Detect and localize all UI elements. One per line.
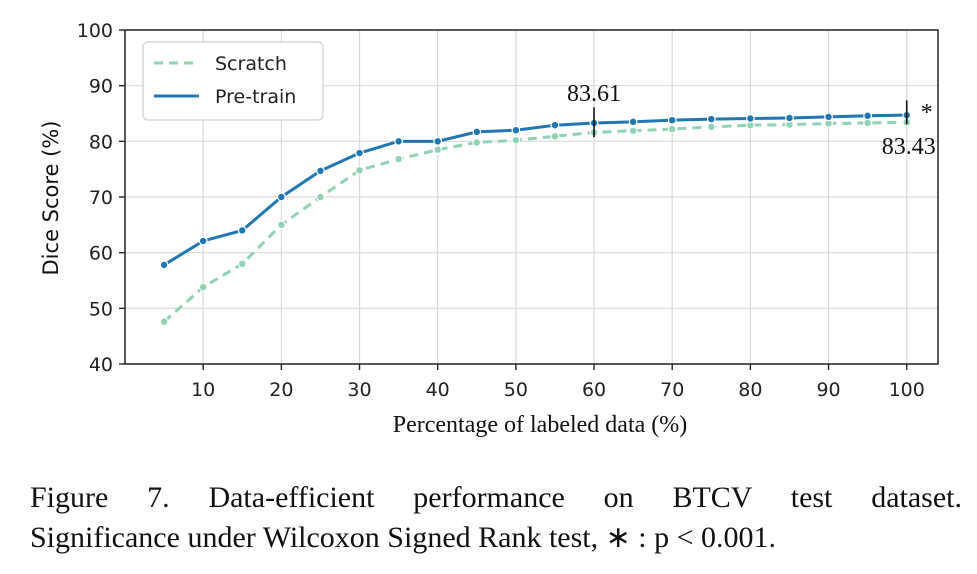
data-point-scratch — [394, 154, 404, 164]
data-point-pre-train — [237, 225, 247, 235]
data-point-scratch — [316, 192, 325, 202]
data-point-scratch — [628, 126, 638, 136]
series-line-scratch — [163, 120, 907, 323]
legend-label-scratch: Scratch — [215, 53, 287, 75]
data-point-scratch — [667, 124, 677, 134]
x-tick-label: 90 — [816, 379, 840, 401]
x-tick-label: 60 — [582, 379, 606, 401]
annotation-label: 83.43 — [882, 134, 936, 160]
data-point-scratch — [198, 282, 208, 292]
x-tick-label: 100 — [889, 379, 925, 401]
data-point-scratch — [550, 131, 560, 141]
x-tick-label: 10 — [191, 379, 215, 401]
data-point-pre-train — [667, 115, 677, 125]
data-point-scratch — [159, 317, 169, 327]
chart: 10 20 30 40 50 60 70 80 90 100 40 50 60 70 80 90 100 83.… — [39, 20, 939, 438]
y-tick-label: 40 — [89, 354, 113, 376]
data-point-scratch — [472, 138, 482, 147]
x-tick-label: 40 — [426, 379, 450, 401]
data-point-pre-train — [706, 114, 716, 124]
data-point-pre-train — [433, 136, 443, 146]
data-point-pre-train — [824, 112, 833, 122]
x-axis-label: Percentage of labeled data (%) — [393, 412, 688, 438]
data-point-pre-train — [394, 136, 404, 146]
x-tick-label: 30 — [347, 379, 371, 401]
data-point-scratch — [237, 259, 247, 269]
y-tick-label: 60 — [89, 243, 113, 265]
annotation-label: 83.61 — [567, 81, 621, 107]
data-point-pre-train — [159, 260, 169, 270]
y-axis-label: Dice Score (%) — [39, 121, 63, 276]
series-layer — [159, 110, 912, 327]
data-point-pre-train — [863, 111, 873, 121]
data-point-pre-train — [785, 113, 794, 123]
x-tick-label: 20 — [269, 379, 293, 401]
data-point-scratch — [355, 165, 364, 175]
series-line-pre-train — [163, 113, 907, 267]
y-tick-label: 90 — [89, 76, 113, 98]
x-tick-label: 80 — [738, 379, 762, 401]
data-point-pre-train — [316, 166, 325, 176]
axis-ticks: 10 20 30 40 50 60 70 80 90 100 40 50 60 70 80 90 100 — [77, 20, 925, 401]
data-point-pre-train — [472, 127, 482, 137]
data-point-pre-train — [745, 114, 755, 123]
y-tick-label: 50 — [89, 298, 113, 320]
caption-line-2: Significance under Wilcoxon Signed Rank … — [30, 521, 777, 554]
annotation-layer: 83.61 83.43 * — [567, 81, 936, 160]
y-tick-label: 100 — [77, 20, 113, 42]
significance-marker: * — [921, 100, 933, 126]
caption-line-1: Figure 7. Data-efficient performance on … — [30, 481, 962, 514]
y-tick-label: 70 — [89, 187, 113, 209]
x-tick-label: 50 — [504, 379, 528, 401]
y-tick-label: 80 — [89, 131, 113, 153]
legend: Scratch Pre-train — [142, 41, 324, 121]
data-point-scratch — [511, 135, 521, 145]
data-point-pre-train — [550, 120, 560, 130]
x-tick-label: 70 — [660, 379, 684, 401]
data-point-scratch — [276, 220, 286, 230]
data-point-scratch — [863, 118, 873, 128]
data-point-pre-train — [355, 148, 364, 158]
data-point-pre-train — [628, 117, 638, 127]
data-point-pre-train — [511, 125, 521, 135]
data-point-pre-train — [198, 236, 208, 246]
data-point-scratch — [706, 122, 716, 132]
data-point-scratch — [433, 145, 443, 155]
figure-caption: Figure 7. Data-efficient performance on … — [30, 478, 962, 558]
legend-label-pre-train: Pre-train — [215, 86, 296, 108]
data-point-pre-train — [276, 192, 286, 202]
